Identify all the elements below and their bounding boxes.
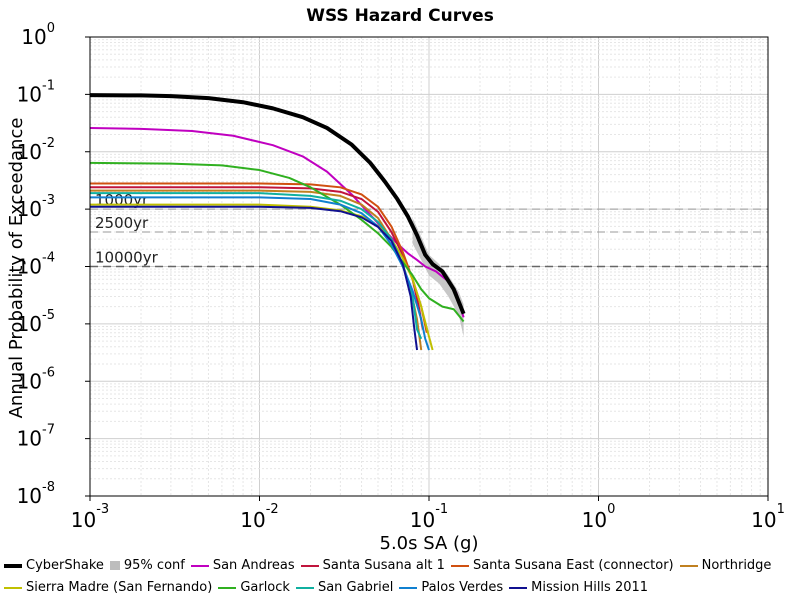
x-axis-label: 5.0s SA (g) [380, 533, 479, 554]
y-tick-label: 10-5 [17, 308, 55, 336]
y-tick-label: 10-1 [17, 78, 55, 106]
legend-item: Santa Susana alt 1 [300, 558, 445, 573]
series-lines [89, 93, 466, 351]
legend-label: San Andreas [212, 558, 295, 573]
legend-swatch [109, 561, 120, 570]
legend-label: Garlock [240, 580, 290, 595]
legend-item: Northridge [679, 558, 772, 573]
ref-label-2500yr: 2500yr [95, 214, 149, 232]
legend-item: Mission Hills 2011 [509, 580, 648, 595]
legend-label: San Gabriel [317, 580, 394, 595]
y-tick-label: 100 [21, 21, 55, 49]
y-tick-label: 10-8 [17, 480, 55, 508]
legend-swatch [679, 564, 698, 567]
legend-label: CyberShake [26, 558, 104, 573]
series-palos-verdes [90, 196, 430, 351]
legend-swatch [450, 564, 469, 567]
legend-swatch [4, 586, 22, 589]
legend-swatch [300, 564, 319, 567]
legend-item: San Andreas [190, 558, 295, 573]
legend-label: 95% conf [123, 558, 185, 573]
x-tick-label: 10-3 [71, 502, 109, 532]
legend-swatch [218, 586, 237, 589]
x-tick-label: 10-2 [240, 502, 278, 532]
legend-item: 95% conf [109, 558, 185, 573]
x-tick-label: 101 [751, 502, 785, 532]
legend-item: Santa Susana East (connector) [450, 558, 674, 573]
legend-label: Palos Verdes [421, 580, 504, 595]
ref-label-10000yr: 10000yr [95, 249, 159, 267]
legend-item: Palos Verdes [399, 580, 503, 595]
legend-label: Mission Hills 2011 [531, 580, 649, 595]
series-cybershake [89, 93, 466, 315]
legend-swatch [295, 586, 314, 589]
legend-swatch [190, 564, 209, 567]
series-garlock [89, 161, 465, 323]
y-axis-label: Annual Probability of Exceedance [6, 118, 27, 419]
series-mission-hills-2011 [90, 205, 419, 351]
confidence-band [412, 218, 464, 337]
x-tick-label: 100 [582, 502, 616, 532]
confidence-band-area [412, 218, 464, 337]
series-san-gabriel [90, 192, 423, 340]
y-tick-label: 10-7 [17, 423, 55, 451]
legend-item: Garlock [218, 580, 290, 595]
x-tick-label: 10-1 [410, 502, 448, 532]
legend-label: Sierra Madre (San Fernando) [26, 580, 213, 595]
legend-swatch [509, 586, 528, 589]
legend-item: CyberShake [4, 558, 104, 573]
legend-label: Northridge [701, 558, 772, 573]
chart-title: WSS Hazard Curves [306, 6, 494, 26]
legend-row-1: CyberShake 95% conf San Andreas Santa Susan… [4, 558, 796, 573]
legend-label: Santa Susana alt 1 [322, 558, 445, 573]
legend-row-2: Sierra Madre (San Fernando) Garlock San Ga… [4, 580, 796, 595]
legend-item: Sierra Madre (San Fernando) [4, 580, 212, 595]
legend-item: San Gabriel [295, 580, 394, 595]
legend-label: Santa Susana East (connector) [472, 558, 674, 573]
legend-swatch [4, 563, 22, 568]
axis-ticks: 10-3 10-2 10-1 100 10110-810-710-610-510-410… [17, 21, 785, 532]
legend-swatch [399, 586, 418, 589]
